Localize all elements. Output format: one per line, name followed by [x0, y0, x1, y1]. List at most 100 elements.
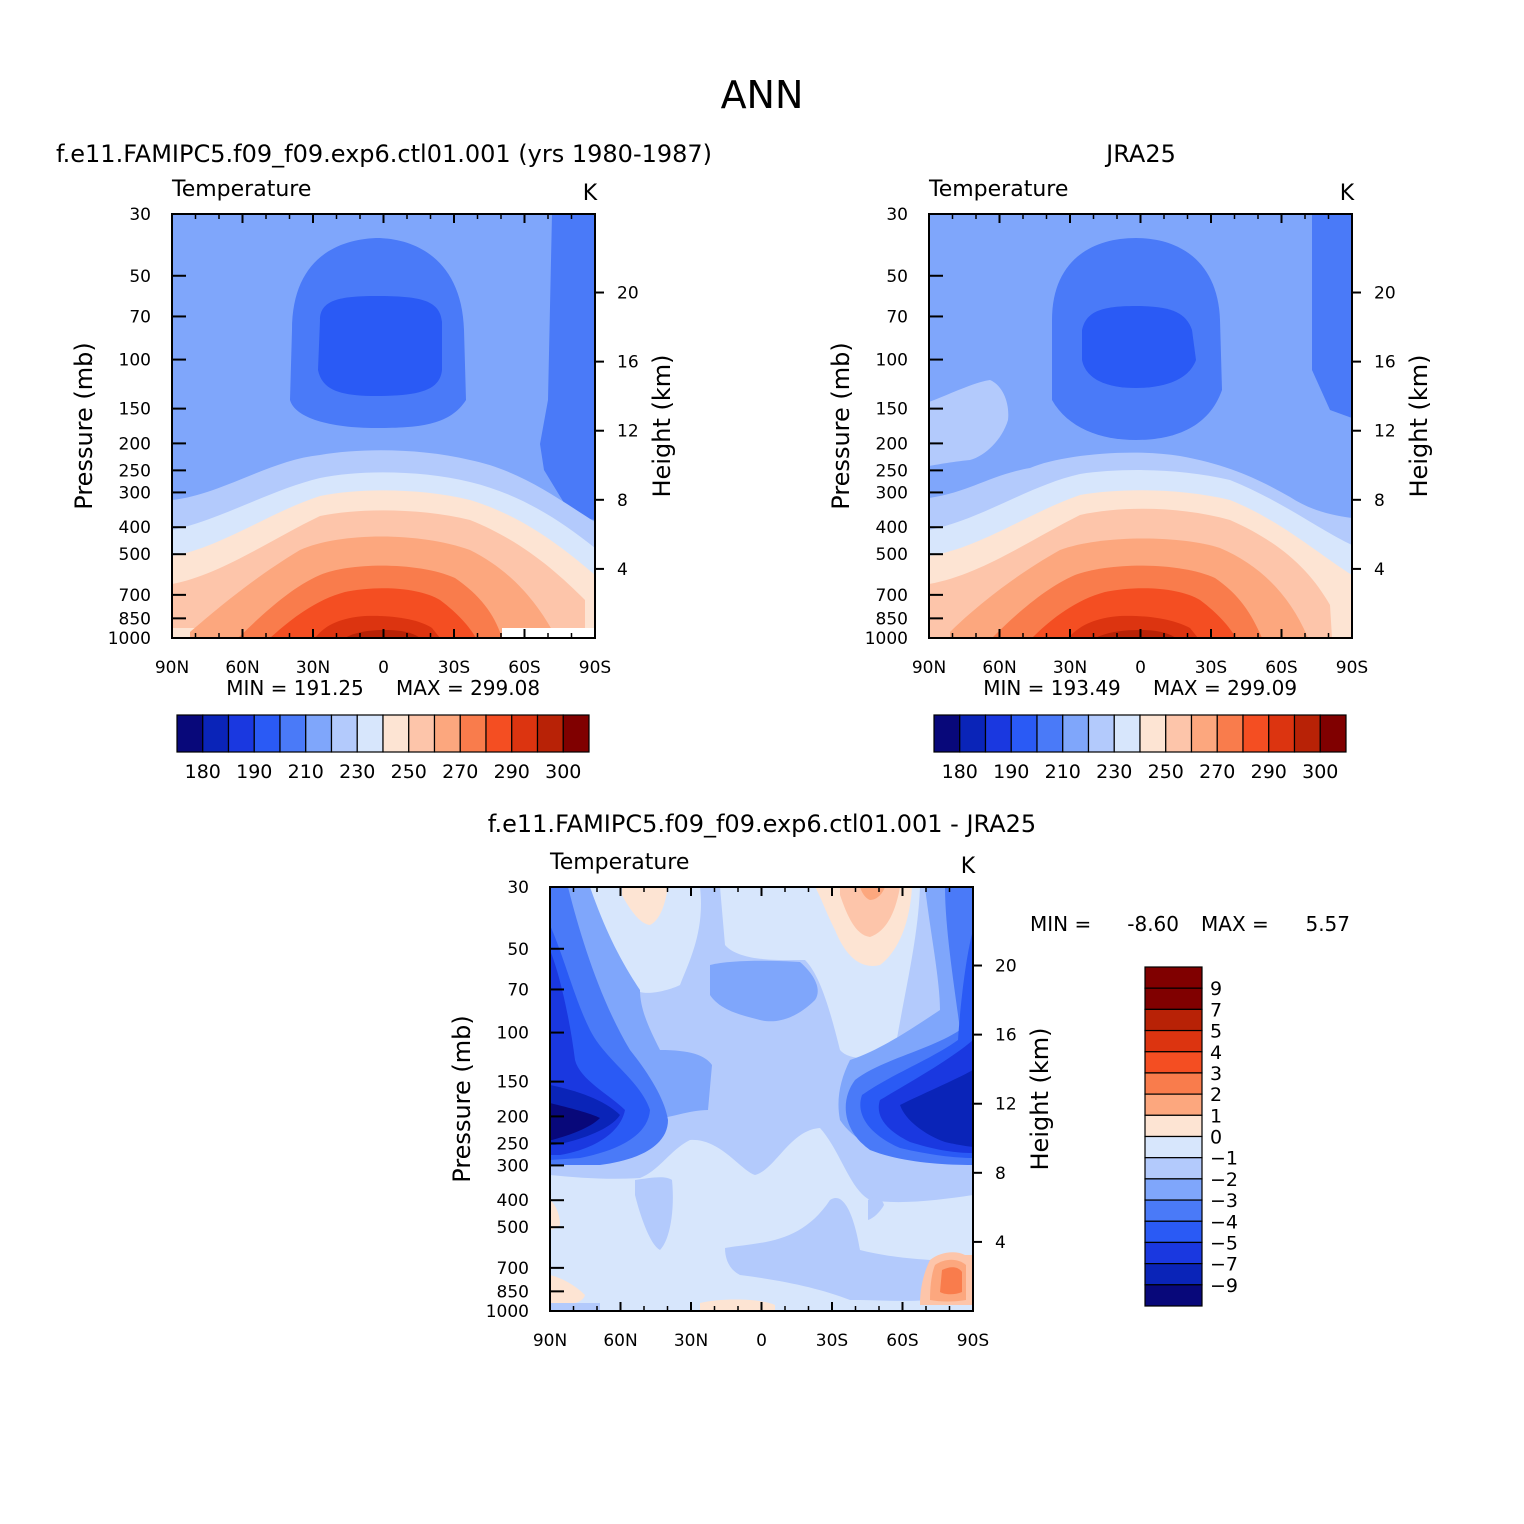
colorbar-swatch	[1144, 1051, 1203, 1074]
y-tick-label: 500	[876, 545, 908, 565]
colorbar-swatch	[459, 714, 487, 753]
panel2-min-label: MIN = 193.49	[983, 676, 1121, 700]
x-tick-label: 90S	[957, 1331, 989, 1351]
panel2-axes: 90N 60N 30N 0 30S 60S 90S 30 50 70 100 150 200 250300…	[865, 205, 1396, 678]
y-tick-label: 30	[507, 878, 529, 898]
colorbar-swatch	[330, 714, 358, 753]
contour-fill-1-north	[622, 887, 668, 925]
main-title: ANN	[721, 73, 804, 117]
colorbar-label: 190	[236, 761, 272, 783]
y-tick-label: 250	[497, 1134, 529, 1154]
colorbar-label: 4	[1210, 1042, 1222, 1064]
colorbar-swatch	[1144, 1199, 1203, 1222]
colorbar-swatch	[511, 714, 539, 753]
colorbar-swatch	[1144, 1029, 1203, 1053]
colorbar-swatch	[1190, 714, 1218, 753]
colorbar-label: 300	[545, 761, 581, 783]
colorbar-swatch	[1144, 1157, 1203, 1180]
colorbar-label: 250	[391, 761, 427, 783]
contour-fill-220-east	[1312, 214, 1352, 418]
colorbar-label: −3	[1210, 1190, 1238, 1212]
x-tick-label: 90N	[155, 658, 189, 678]
colorbar-swatch	[1144, 1093, 1203, 1116]
y-tick-label: 100	[497, 1024, 529, 1044]
colorbar-swatch	[279, 714, 307, 753]
y2-tick-label: 12	[995, 1095, 1017, 1115]
panel1-units: K	[583, 181, 598, 206]
colorbar-label: 300	[1302, 761, 1338, 783]
colorbar-swatch	[433, 714, 461, 753]
panel3-min-value: -8.60	[1127, 912, 1179, 936]
colorbar-swatch	[485, 714, 513, 753]
y-tick-label: 400	[497, 1191, 529, 1211]
colorbar-label: 2	[1210, 1084, 1222, 1106]
panel1-plot	[172, 214, 595, 638]
contour-fill-minus1-surface	[550, 1303, 600, 1311]
colorbar-label: −9	[1210, 1275, 1238, 1297]
colorbar-swatch	[1268, 714, 1296, 753]
y-tick-label: 700	[119, 586, 151, 606]
panel3-y2label: Height (km)	[1026, 1028, 1054, 1171]
contour-fill-210-tropopause	[318, 296, 442, 396]
x-tick-label: 30N	[1053, 658, 1087, 678]
y2-tick-label: 20	[1374, 284, 1396, 304]
y-tick-label: 150	[497, 1073, 529, 1093]
panel3-plot	[550, 887, 973, 1311]
x-tick-label: 0	[1135, 658, 1146, 678]
colorbar-swatch	[1144, 1263, 1203, 1286]
panel3-ylabel: Pressure (mb)	[448, 1015, 476, 1182]
x-tick-label: 90S	[1336, 658, 1368, 678]
contour-fill-240-northwest	[929, 380, 1009, 466]
contour-fill-minus1-lower-south	[725, 1198, 930, 1301]
colorbar-swatch	[1165, 714, 1193, 753]
y2-tick-label: 16	[617, 353, 639, 373]
y-tick-label: 300	[497, 1156, 529, 1176]
x-tick-label: 90S	[579, 658, 611, 678]
panel1-min-label: MIN = 191.25	[226, 676, 364, 700]
colorbar-swatch	[1293, 714, 1321, 753]
y-tick-label: 850	[876, 609, 908, 629]
colorbar-label: 290	[1251, 761, 1287, 783]
colorbar-label: −5	[1210, 1232, 1238, 1254]
panel1-axes: 90N 60N 30N 0 30S 60S 90S 30 50 70 100 150 200 250300…	[108, 205, 639, 678]
colorbar-label: 190	[993, 761, 1029, 783]
panel3-subtitle: Temperature	[549, 850, 689, 875]
colorbar-label: 180	[185, 761, 221, 783]
colorbar-swatch	[202, 714, 230, 753]
x-tick-label: 60S	[508, 658, 540, 678]
x-tick-label: 30N	[674, 1331, 708, 1351]
contour-fill-220-east	[540, 214, 595, 520]
colorbar-label: 290	[494, 761, 530, 783]
y-tick-label: 100	[119, 351, 151, 371]
x-tick-label: 30S	[816, 1331, 848, 1351]
colorbar-swatch	[1144, 1008, 1203, 1032]
y-tick-label: 500	[119, 545, 151, 565]
y-tick-label: 200	[119, 434, 151, 454]
y2-tick-label: 20	[617, 284, 639, 304]
panel1-colorbar: 180 190 210 230 250 270 290 300	[176, 714, 590, 783]
y-tick-label: 150	[876, 400, 908, 420]
x-tick-label: 60N	[982, 658, 1016, 678]
panel3-title: f.e11.FAMIPC5.f09_f09.exp6.ctl01.001 - J…	[488, 810, 1036, 838]
colorbar-swatch	[1144, 1072, 1203, 1095]
x-tick-label: 30S	[1195, 658, 1227, 678]
contour-fill-1-west-edge	[550, 1200, 560, 1230]
contour-fill-210-tropopause	[1082, 306, 1196, 388]
colorbar-label: 1	[1210, 1105, 1222, 1127]
colorbar-swatch	[1036, 714, 1064, 753]
colorbar-swatch	[562, 714, 590, 753]
contour-fill-1-lower-west	[550, 1275, 585, 1305]
colorbar-label: 9	[1210, 978, 1222, 1000]
colorbar-label: 270	[1199, 761, 1235, 783]
y-tick-label: 1000	[108, 629, 151, 649]
panel3-units: K	[961, 854, 976, 879]
colorbar-swatch	[408, 714, 436, 753]
contour-fill-minus2-equator	[710, 960, 818, 1022]
y-tick-label: 200	[497, 1107, 529, 1127]
y-tick-label: 1000	[486, 1302, 529, 1322]
colorbar-swatch	[1062, 714, 1090, 753]
y-tick-label: 70	[507, 980, 529, 1000]
x-tick-label: 60S	[1265, 658, 1297, 678]
colorbar-label: 180	[942, 761, 978, 783]
